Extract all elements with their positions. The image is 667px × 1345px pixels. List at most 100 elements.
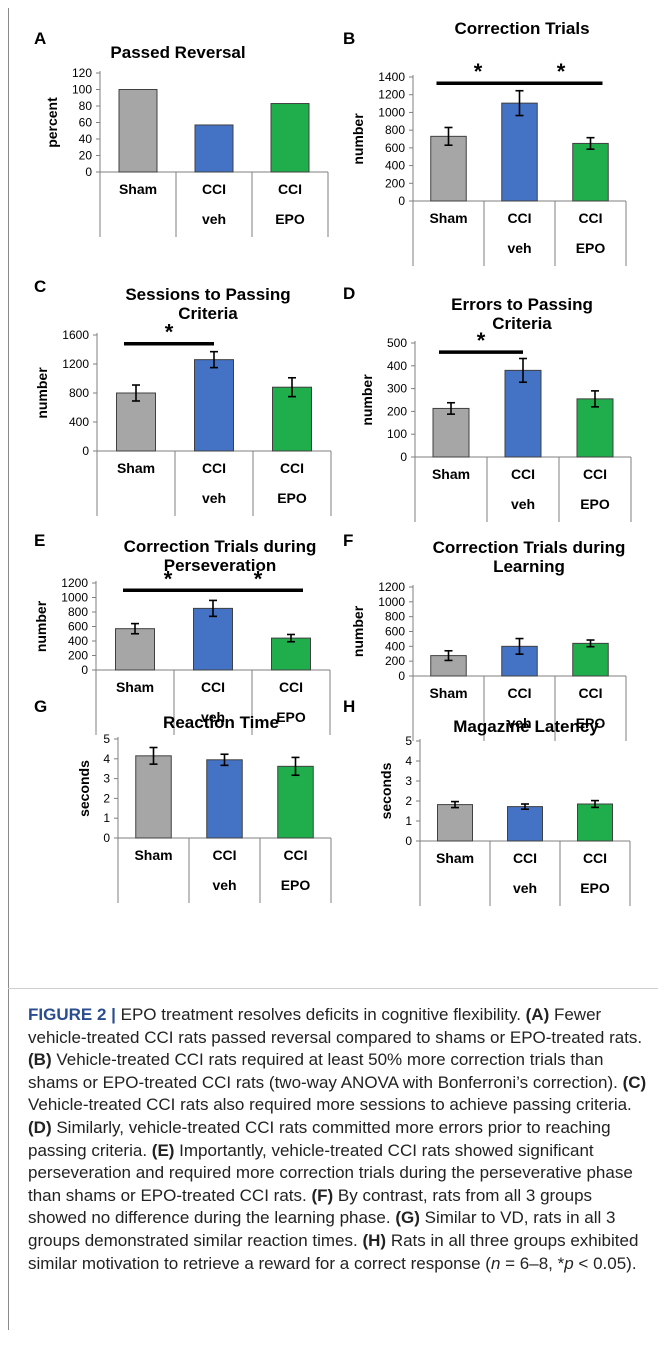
y-tick-label: 600 bbox=[68, 620, 88, 634]
y-tick-label: 4 bbox=[103, 752, 110, 766]
y-tick-label: 2 bbox=[103, 791, 110, 805]
significance-star: * bbox=[165, 320, 174, 345]
y-tick-label: 100 bbox=[387, 427, 407, 441]
bar-sham bbox=[437, 804, 473, 842]
category-label: CCI bbox=[201, 679, 225, 695]
bar-cci-epo bbox=[572, 142, 609, 202]
category-label: EPO bbox=[281, 877, 311, 893]
category-label: CCI bbox=[280, 460, 304, 476]
y-tick-label: 1200 bbox=[378, 88, 405, 102]
y-tick-label: 0 bbox=[85, 165, 92, 179]
y-tick-label: 1 bbox=[405, 814, 412, 828]
y-tick-label: 1000 bbox=[378, 105, 405, 119]
category-label: EPO bbox=[276, 709, 306, 725]
bar-sham bbox=[135, 755, 172, 839]
panel-b: B Correction Trials 0 200 400 600 800 1000 1200 1… bbox=[343, 19, 627, 266]
caption-divider bbox=[8, 988, 658, 989]
caption-text: Fewer vehicle-treated CCI rats passed re… bbox=[28, 1005, 643, 1047]
y-tick-label: 600 bbox=[385, 625, 405, 639]
y-tick-label: 0 bbox=[81, 663, 88, 677]
bar-cci-veh bbox=[194, 359, 234, 452]
y-tick-label: 400 bbox=[385, 639, 405, 653]
category-label: CCI bbox=[202, 460, 226, 476]
category-label: EPO bbox=[580, 496, 610, 512]
y-tick-label: 1200 bbox=[378, 580, 405, 594]
chart-title: Perseveration bbox=[164, 556, 276, 575]
caption-text: By contrast, rats from all 3 groups show… bbox=[28, 1185, 593, 1228]
chart-title: Passed Reversal bbox=[110, 43, 245, 62]
category-label: veh bbox=[212, 877, 236, 893]
panel-g: G Reaction Time 0 1 2 3 4 5 seconds Sham CCI veh CCI… bbox=[34, 697, 332, 903]
bar-cci-epo bbox=[272, 386, 312, 452]
category-label: CCI bbox=[507, 210, 531, 226]
caption-panel-ref: (A) bbox=[525, 1005, 550, 1024]
chart-title: Correction Trials during bbox=[124, 537, 317, 556]
significance-star: * bbox=[254, 566, 263, 591]
panel-label: E bbox=[34, 531, 45, 550]
y-tick-label: 1000 bbox=[61, 591, 88, 605]
y-tick-label: 1200 bbox=[62, 357, 89, 371]
caption-panel-ref: (H) bbox=[362, 1230, 387, 1250]
category-label: veh bbox=[202, 211, 226, 227]
category-label: EPO bbox=[576, 240, 606, 256]
category-label: EPO bbox=[275, 211, 305, 227]
y-tick-label: 120 bbox=[72, 66, 92, 80]
category-label: Sham bbox=[117, 460, 155, 476]
category-label: Sham bbox=[134, 847, 172, 863]
y-axis-label: seconds bbox=[76, 760, 92, 817]
caption-panel-ref: (C) bbox=[622, 1072, 647, 1092]
y-tick-label: 0 bbox=[82, 444, 89, 458]
category-label: CCI bbox=[578, 685, 602, 701]
y-tick-label: 400 bbox=[69, 415, 89, 429]
y-tick-label: 200 bbox=[385, 176, 405, 190]
figure-frame bbox=[8, 8, 659, 1330]
y-tick-label: 1 bbox=[103, 811, 110, 825]
category-label: Sham bbox=[436, 850, 474, 866]
chart-title: Criteria bbox=[492, 314, 552, 333]
y-axis-label: number bbox=[33, 600, 49, 652]
y-tick-label: 800 bbox=[68, 605, 88, 619]
y-tick-label: 0 bbox=[398, 194, 405, 208]
panel-label: D bbox=[343, 284, 355, 303]
category-label: veh bbox=[507, 715, 531, 731]
bar-cci-veh bbox=[206, 759, 243, 839]
y-tick-label: 200 bbox=[385, 654, 405, 668]
panel-label: G bbox=[34, 697, 47, 716]
chart-title: Criteria bbox=[178, 304, 238, 323]
y-tick-label: 80 bbox=[79, 99, 93, 113]
y-tick-label: 1600 bbox=[62, 328, 89, 342]
caption-text: Similarly, vehicle-treated CCI rats comm… bbox=[28, 1117, 611, 1160]
panel-label: B bbox=[343, 29, 355, 48]
y-axis-label: number bbox=[350, 605, 366, 657]
y-tick-label: 40 bbox=[79, 132, 93, 146]
y-tick-label: 5 bbox=[103, 732, 110, 746]
y-tick-label: 3 bbox=[405, 774, 412, 788]
y-tick-label: 400 bbox=[387, 359, 407, 373]
category-label: EPO bbox=[580, 880, 610, 896]
panel-h: H Magazine Latency 0 1 2 3 4 5 seconds Sham CCI veh… bbox=[343, 697, 631, 906]
y-tick-label: 300 bbox=[387, 382, 407, 396]
category-label: Sham bbox=[429, 685, 467, 701]
category-label: CCI bbox=[511, 466, 535, 482]
y-tick-label: 200 bbox=[387, 404, 407, 418]
y-axis-label: number bbox=[359, 374, 375, 426]
category-label: CCI bbox=[278, 181, 302, 197]
significance-star: * bbox=[557, 59, 566, 84]
caption-text: n bbox=[490, 1253, 501, 1273]
figure-label: FIGURE 2 | bbox=[28, 1005, 116, 1024]
category-label: CCI bbox=[583, 850, 607, 866]
chart-title: Magazine Latency bbox=[453, 717, 599, 736]
y-tick-label: 2 bbox=[405, 794, 412, 808]
chart-title: Reaction Time bbox=[163, 713, 279, 732]
y-tick-label: 500 bbox=[387, 336, 407, 350]
bar-cci-veh bbox=[501, 102, 538, 202]
category-label: Sham bbox=[429, 210, 467, 226]
bar-cci-veh bbox=[193, 607, 233, 671]
caption-panel-ref: (E) bbox=[151, 1140, 175, 1160]
caption-text: EPO treatment resolves deficits in cogni… bbox=[120, 1005, 526, 1024]
y-axis-label: percent bbox=[44, 97, 60, 148]
bar-sham bbox=[118, 89, 158, 173]
